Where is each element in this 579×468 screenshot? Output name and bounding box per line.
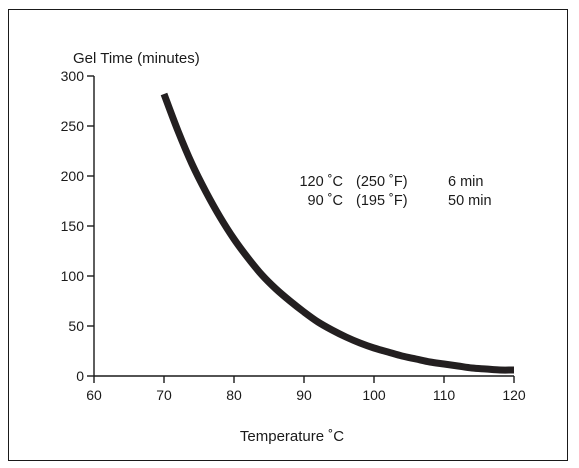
y-tick-label: 150 — [61, 218, 85, 234]
chart-frame — [8, 9, 568, 461]
axes — [93, 76, 514, 377]
y-tick-label: 250 — [61, 118, 85, 134]
x-tick-label: 100 — [362, 387, 386, 403]
x-tick-label: 90 — [296, 387, 312, 403]
annotation-temp-c-2: 90 ˚C — [308, 193, 343, 209]
x-axis-title: Temperature ˚C — [240, 428, 344, 445]
y-tick-label: 100 — [61, 268, 85, 284]
y-tick-label: 50 — [68, 318, 84, 334]
y-tick-label: 200 — [61, 168, 85, 184]
x-ticks: 60 70 80 90 100 110 120 — [86, 376, 526, 403]
y-tick-label: 300 — [61, 68, 85, 84]
annotation-time-1: 6 min — [448, 174, 483, 190]
x-tick-label: 70 — [156, 387, 172, 403]
y-axis-title: Gel Time (minutes) — [73, 50, 200, 67]
y-tick-label: 0 — [76, 368, 84, 384]
annotation-temp-f-1: (250 ˚F) — [356, 174, 408, 190]
x-tick-label: 80 — [226, 387, 242, 403]
x-tick-label: 110 — [433, 387, 456, 403]
x-tick-label: 60 — [86, 387, 102, 403]
annotation-temp-f-2: (195 ˚F) — [356, 193, 408, 209]
annotation-time-2: 50 min — [448, 193, 492, 209]
gel-time-curve — [160, 92, 515, 374]
x-tick-label: 120 — [502, 387, 526, 403]
y-ticks: 0 50 100 150 200 250 300 — [61, 68, 94, 384]
annotation-temp-c-1: 120 ˚C — [299, 174, 343, 190]
annotation-table: 120 ˚C (250 ˚F) 6 min 90 ˚C (195 ˚F) 50 … — [299, 174, 491, 209]
